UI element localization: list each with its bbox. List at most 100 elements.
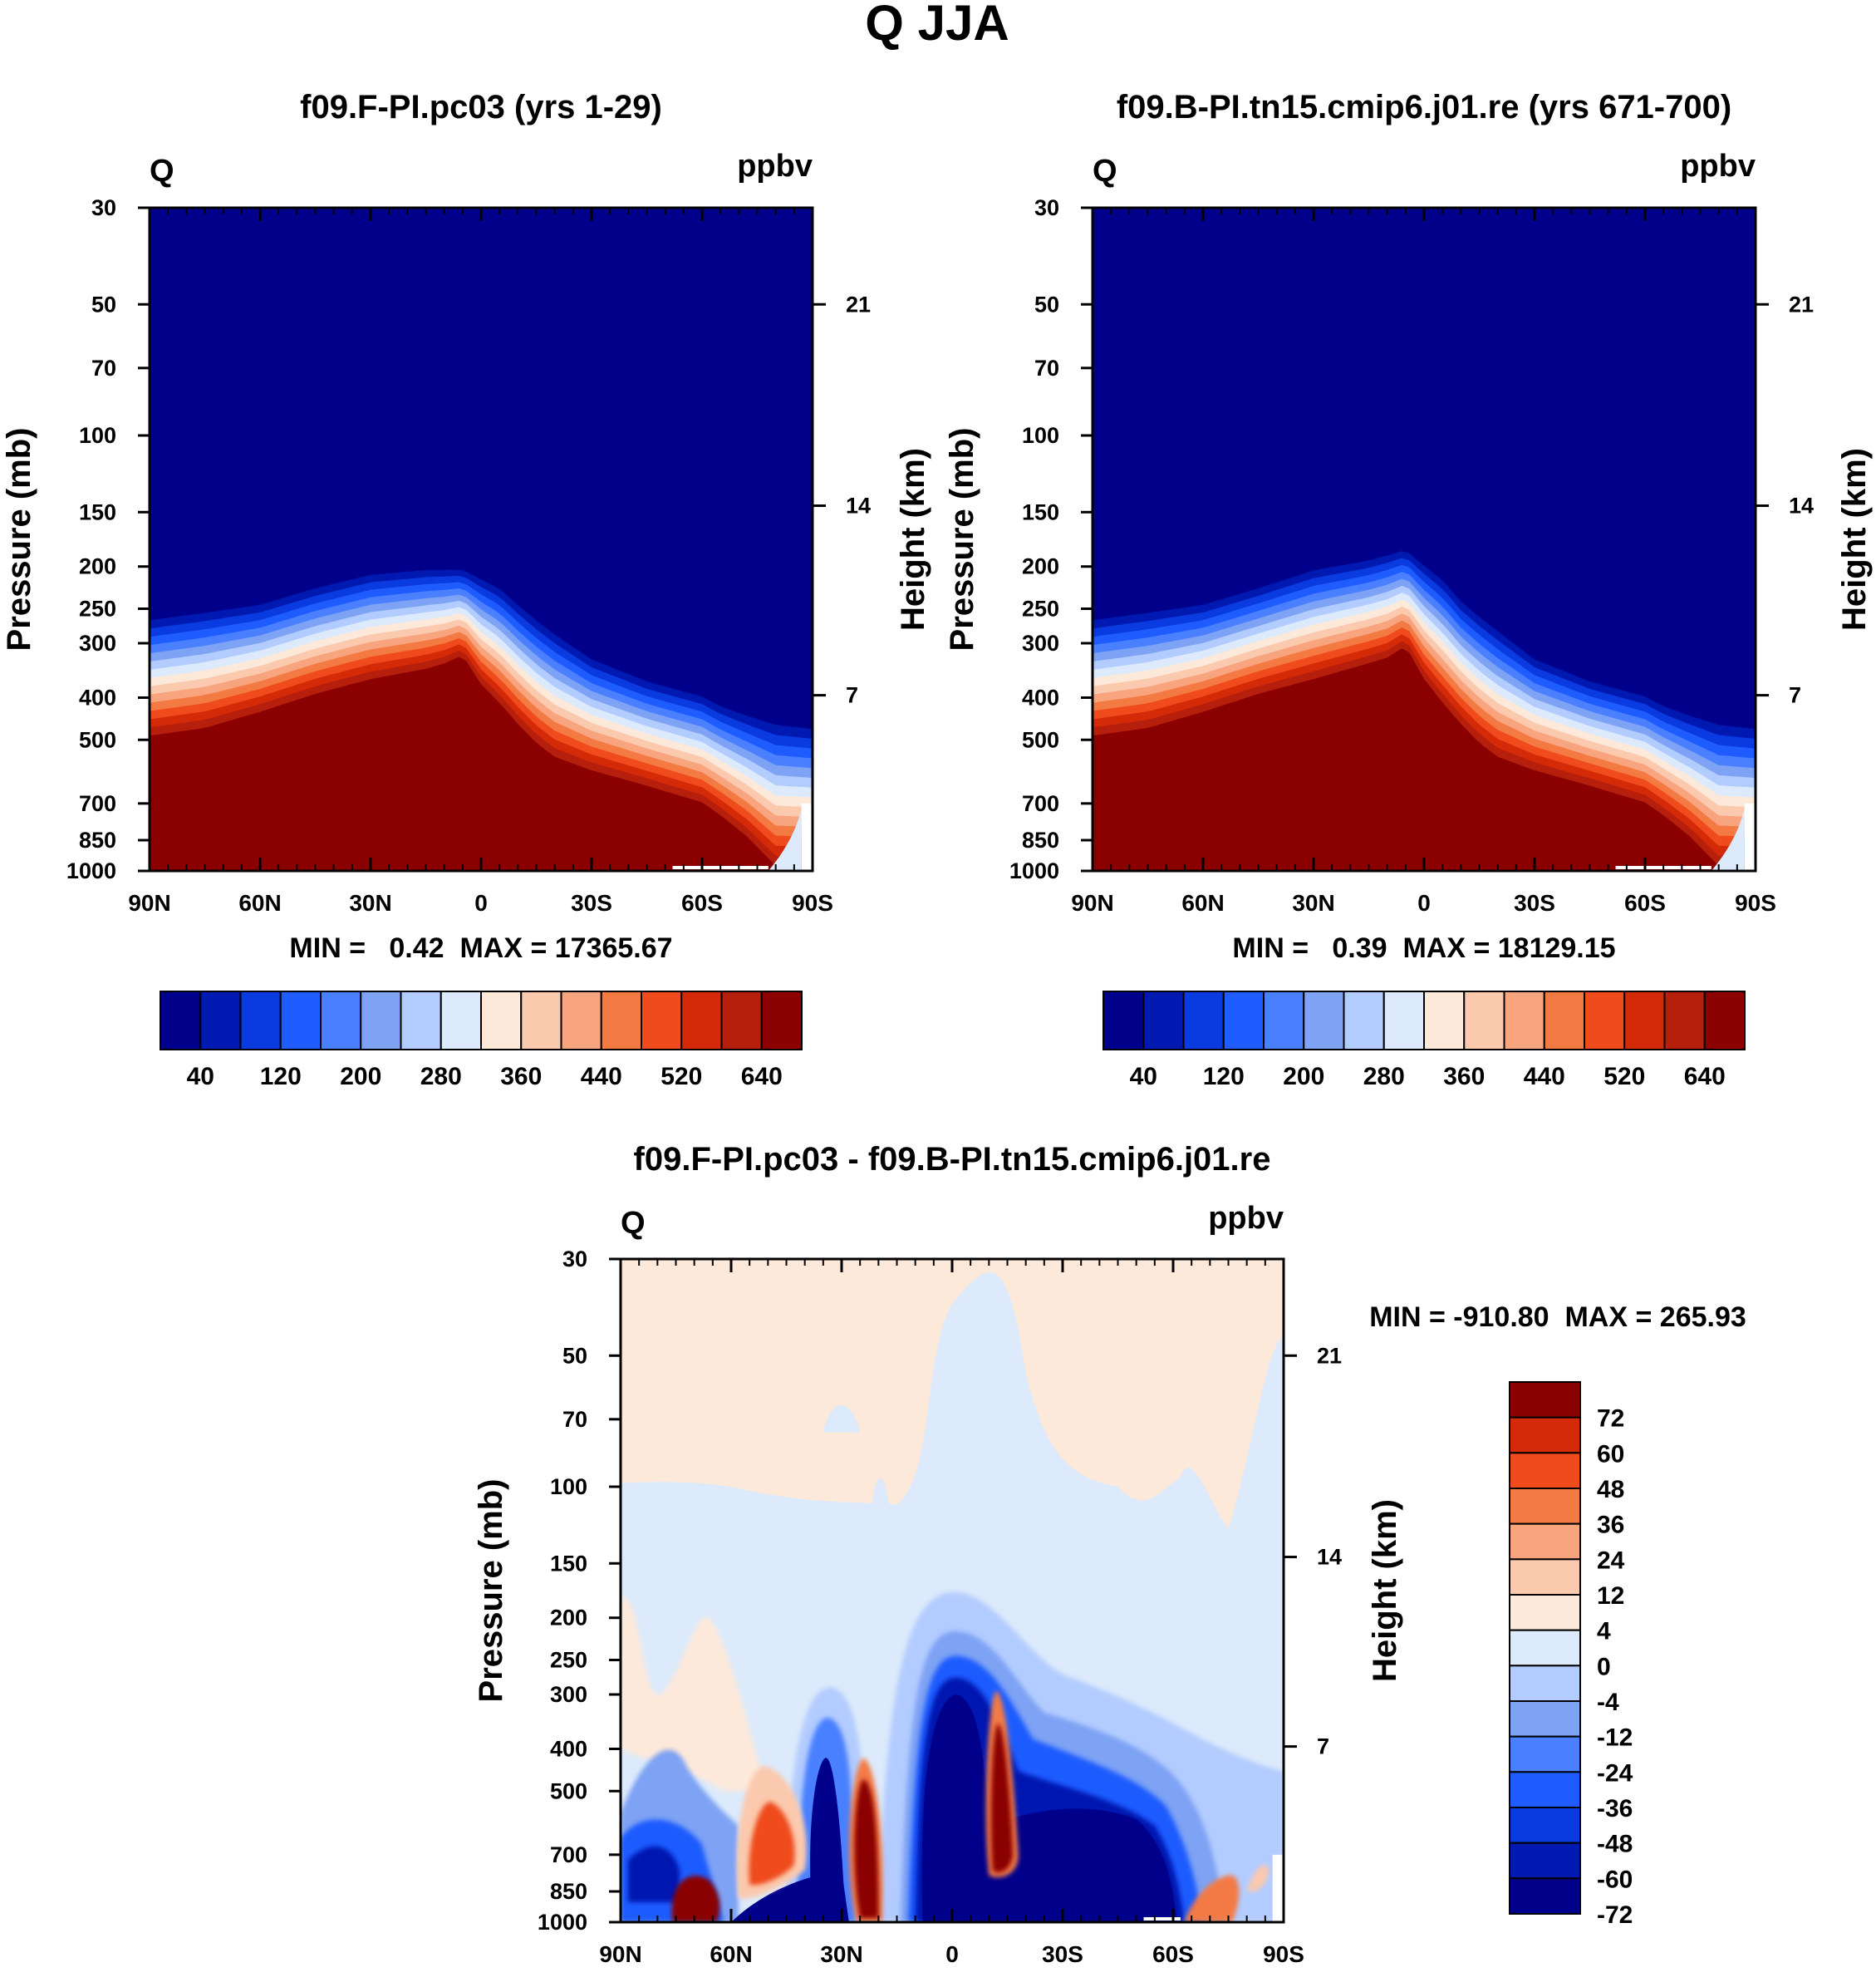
x-tick-label: 30N (1292, 890, 1334, 916)
colorbar-box (1463, 991, 1505, 1050)
positive-blob-70N (671, 1876, 720, 1922)
colorbar-label: -48 (1597, 1831, 1633, 1858)
units-label: ppbv (1680, 149, 1756, 184)
colorbar-box (680, 991, 723, 1050)
colorbar-label: -72 (1597, 1901, 1633, 1929)
colorbar-label: 280 (1363, 1063, 1405, 1090)
variable-label: Q (150, 154, 174, 189)
colorbar-label: -12 (1597, 1724, 1633, 1752)
x-tick-label: 30N (820, 1941, 862, 1967)
colorbar-box (400, 991, 442, 1050)
x-tick-label: 0 (1417, 890, 1431, 916)
y-tick-label: 50 (562, 1343, 587, 1368)
y-tick-label: 850 (79, 828, 116, 853)
colorbar-box (1509, 1629, 1581, 1667)
colorbar-box (279, 991, 322, 1050)
y-right-tick-label: 21 (846, 292, 871, 317)
colorbar-box (440, 991, 482, 1050)
positive-blob-72S (1184, 1875, 1240, 1922)
y-axis-right-title: Height (km) (1836, 448, 1873, 631)
variable-label: Q (621, 1206, 646, 1241)
positive-small-antarctic (1246, 1865, 1269, 1892)
colorbar-box (641, 991, 683, 1050)
contour-level-15 (150, 657, 813, 871)
x-tick-label: 90S (792, 890, 833, 916)
x-tick-label: 60S (1152, 1941, 1194, 1967)
colorbar-box (1182, 991, 1225, 1050)
y-tick-label: 700 (79, 791, 116, 816)
colorbar-label: 72 (1597, 1405, 1624, 1433)
colorbar-box (720, 991, 763, 1050)
x-tick-label: 90S (1263, 1941, 1304, 1967)
colorbar-box (1584, 991, 1626, 1050)
y-tick-label: 200 (79, 554, 116, 579)
missing-data (801, 803, 813, 871)
surface-band (768, 809, 802, 871)
y-tick-label: 500 (1022, 727, 1059, 752)
colorbar-box (1343, 991, 1385, 1050)
colorbar-label: 640 (1684, 1063, 1726, 1090)
colorbar-box (1663, 991, 1706, 1050)
contour-fill (150, 208, 813, 871)
colorbar-box (1222, 991, 1265, 1050)
x-tick-label: 30N (349, 890, 391, 916)
colorbar-box (1509, 1522, 1581, 1561)
axes: 90N 60N 30N 0 30S 60S 90S 30 50 70 100 150 200 250 300… (66, 195, 871, 916)
colorbar-box (1509, 1842, 1581, 1880)
y-right-tick-label: 7 (1317, 1734, 1329, 1759)
colorbar-box (1703, 991, 1746, 1050)
x-tick-label: 60N (710, 1941, 752, 1967)
variable-label: Q (1093, 154, 1117, 189)
positive-upper-layer (621, 1259, 1284, 1529)
colorbar-label: 120 (260, 1063, 302, 1090)
colorbar-box (1509, 1452, 1581, 1490)
colorbar-label: 440 (1524, 1063, 1565, 1090)
colorbar-label: 440 (581, 1063, 622, 1090)
y-tick-label: 30 (91, 195, 116, 220)
colorbar-label: 24 (1597, 1547, 1625, 1574)
colorbar-box (1142, 991, 1185, 1050)
x-tick-label: 90N (599, 1941, 641, 1967)
colorbar-label: 640 (741, 1063, 783, 1090)
y-tick-label: 70 (562, 1407, 587, 1432)
y-axis-title: Pressure (mb) (1, 428, 37, 652)
y-tick-label: 250 (1022, 597, 1059, 622)
panel-left: f09.F-PI.pc03 (yrs 1-29) Q ppbv 90N 60N 30… (1, 89, 931, 1090)
missing-data (1744, 803, 1756, 871)
colorbar-label: 200 (1283, 1063, 1324, 1090)
x-tick-label: 0 (945, 1941, 959, 1967)
surface-band (1711, 809, 1745, 871)
y-tick-label: 100 (79, 423, 116, 448)
colorbar-box (1543, 991, 1585, 1050)
colorbar-box (560, 991, 602, 1050)
axes: 90N 60N 30N 0 30S 60S 90S 30 50 70 100 150 200 250 300… (538, 1247, 1342, 1967)
positive-blob-45N-core (749, 1802, 795, 1886)
colorbar-box (360, 991, 402, 1050)
min-max-stats: MIN = -910.80 MAX = 265.93 (1369, 1301, 1746, 1333)
colorbar-label: 40 (187, 1063, 214, 1090)
x-tick-label: 30S (571, 890, 612, 916)
positive-midlat-north (621, 1596, 769, 1792)
colorbar-label: 40 (1130, 1063, 1157, 1090)
y-tick-label: 200 (1022, 554, 1059, 579)
colorbar-box (160, 991, 202, 1050)
units-label: ppbv (737, 149, 813, 184)
contour-level-15 (1093, 648, 1756, 871)
colorbar-box (320, 991, 362, 1050)
y-tick-label: 150 (550, 1551, 587, 1576)
colorbar-box (1423, 991, 1466, 1050)
units-label: ppbv (1208, 1201, 1284, 1236)
colorbar-box (1509, 1665, 1581, 1703)
colorbar-label: -60 (1597, 1866, 1633, 1893)
panel-right: f09.B-PI.tn15.cmip6.j01.re (yrs 671-700)… (944, 89, 1873, 1090)
colorbar-label: 360 (500, 1063, 542, 1090)
colorbar-box (239, 991, 282, 1050)
contour-fill (1093, 208, 1756, 871)
y-right-tick-label: 14 (1789, 494, 1814, 519)
panel-title: f09.F-PI.pc03 (yrs 1-29) (300, 89, 662, 125)
y-tick-label: 500 (550, 1778, 587, 1803)
colorbar-label: 12 (1597, 1582, 1624, 1610)
x-tick-label: 30S (1042, 1941, 1083, 1967)
y-tick-label: 700 (550, 1842, 587, 1867)
panel-diff: f09.F-PI.pc03 - f09.B-PI.tn15.cmip6.j01.… (473, 1141, 1746, 1967)
